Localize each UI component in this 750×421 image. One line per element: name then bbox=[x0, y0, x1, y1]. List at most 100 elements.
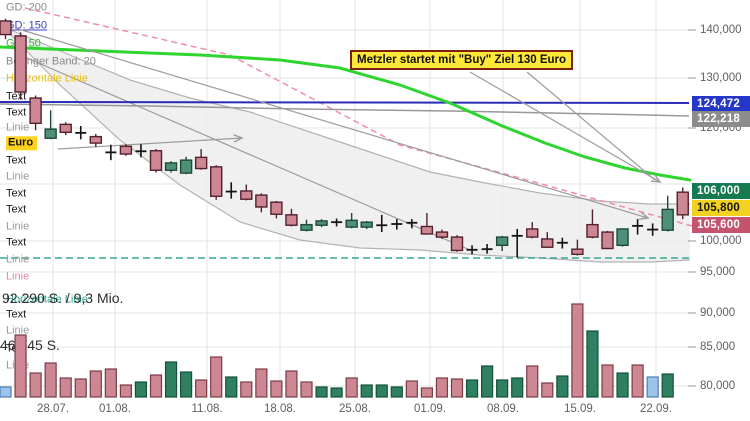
volume-bar[interactable] bbox=[511, 377, 524, 398]
candle[interactable] bbox=[571, 239, 584, 256]
candle[interactable] bbox=[331, 218, 343, 227]
candle[interactable] bbox=[89, 133, 103, 147]
candle[interactable] bbox=[616, 228, 629, 247]
volume-bar[interactable] bbox=[300, 381, 313, 398]
candle[interactable] bbox=[586, 209, 599, 239]
candle[interactable] bbox=[406, 219, 418, 229]
volume-bar[interactable] bbox=[270, 380, 283, 398]
candle[interactable] bbox=[466, 245, 478, 255]
arrowhead bbox=[650, 174, 662, 183]
volume-bar[interactable] bbox=[390, 386, 403, 398]
candle[interactable] bbox=[495, 235, 509, 252]
candle[interactable] bbox=[59, 122, 72, 135]
volume-bar[interactable] bbox=[29, 372, 42, 398]
volume-bar[interactable] bbox=[435, 377, 449, 398]
candle[interactable] bbox=[360, 220, 373, 229]
candle[interactable] bbox=[435, 229, 449, 239]
volume-bar[interactable] bbox=[360, 384, 373, 398]
candle[interactable] bbox=[29, 95, 42, 131]
candle[interactable] bbox=[481, 244, 493, 254]
volume-bar[interactable] bbox=[285, 370, 298, 398]
volume-bar[interactable] bbox=[164, 361, 178, 398]
pointer-line bbox=[526, 71, 656, 181]
volume-bar[interactable] bbox=[556, 375, 569, 398]
gd200-line bbox=[0, 103, 690, 117]
candle[interactable] bbox=[420, 213, 434, 235]
candle[interactable] bbox=[345, 213, 358, 229]
candle[interactable] bbox=[225, 182, 237, 199]
candle[interactable] bbox=[661, 195, 674, 232]
volume-bar[interactable] bbox=[255, 368, 268, 398]
volume-bar[interactable] bbox=[89, 370, 102, 398]
volume-bar[interactable] bbox=[104, 368, 117, 398]
candle[interactable] bbox=[376, 214, 388, 233]
candle[interactable] bbox=[149, 149, 163, 173]
volume-bar[interactable] bbox=[481, 365, 494, 398]
candle[interactable] bbox=[270, 201, 283, 219]
volume-bar[interactable] bbox=[541, 382, 554, 398]
volume-bar[interactable] bbox=[225, 376, 238, 398]
candle[interactable] bbox=[632, 219, 644, 235]
volume-bar[interactable] bbox=[149, 374, 163, 398]
volume-bar[interactable] bbox=[59, 377, 72, 398]
volume-bar[interactable] bbox=[526, 365, 539, 398]
candle[interactable] bbox=[164, 161, 178, 173]
candle[interactable] bbox=[179, 156, 193, 175]
volume-bar[interactable] bbox=[375, 384, 388, 398]
volume-bar[interactable] bbox=[345, 377, 358, 398]
volume-bar[interactable] bbox=[420, 387, 433, 398]
candle[interactable] bbox=[450, 235, 464, 252]
candle[interactable] bbox=[75, 125, 87, 140]
volume-bar[interactable] bbox=[134, 381, 148, 398]
candle[interactable] bbox=[119, 144, 133, 156]
volume-bar[interactable] bbox=[496, 379, 509, 398]
candle[interactable] bbox=[135, 144, 147, 158]
candle[interactable] bbox=[194, 149, 208, 170]
candle[interactable] bbox=[0, 18, 12, 40]
candle[interactable] bbox=[511, 228, 523, 258]
volume-bar[interactable] bbox=[631, 364, 644, 398]
volume-bar[interactable] bbox=[119, 384, 133, 398]
volume-bar[interactable] bbox=[14, 334, 27, 398]
candle[interactable] bbox=[315, 219, 328, 228]
candle[interactable] bbox=[647, 223, 659, 236]
candle[interactable] bbox=[601, 230, 614, 250]
candle[interactable] bbox=[209, 165, 223, 200]
pink-dashed-trendline bbox=[24, 7, 693, 227]
candle[interactable] bbox=[526, 222, 539, 239]
volume-bar[interactable] bbox=[616, 372, 629, 398]
volume-bar[interactable] bbox=[571, 303, 584, 398]
volume-bar[interactable] bbox=[74, 378, 87, 398]
volume-bar[interactable] bbox=[315, 386, 328, 398]
volume-bar[interactable] bbox=[180, 371, 193, 398]
volume-bar[interactable] bbox=[661, 373, 674, 398]
volume-bar[interactable] bbox=[465, 379, 479, 398]
candle[interactable] bbox=[44, 110, 57, 140]
candle[interactable] bbox=[14, 32, 27, 100]
candle[interactable] bbox=[300, 219, 313, 232]
volume-bar[interactable] bbox=[210, 356, 223, 398]
volume-bar[interactable] bbox=[646, 376, 659, 398]
candle[interactable] bbox=[255, 193, 268, 213]
arrowhead bbox=[233, 134, 244, 143]
pointer-line bbox=[14, 27, 649, 219]
candle[interactable] bbox=[541, 232, 554, 248]
volume-bar[interactable] bbox=[405, 380, 418, 398]
volume-bar[interactable] bbox=[450, 378, 464, 398]
candle[interactable] bbox=[240, 184, 253, 201]
candle[interactable] bbox=[556, 237, 568, 249]
volume-bar[interactable] bbox=[330, 387, 343, 398]
volume-bar[interactable] bbox=[601, 364, 614, 398]
volume-bar[interactable] bbox=[195, 379, 208, 398]
pointer-line bbox=[469, 71, 661, 183]
candle[interactable] bbox=[105, 144, 117, 161]
volume-bar[interactable] bbox=[240, 381, 253, 398]
volume-bar[interactable] bbox=[586, 330, 599, 398]
candle[interactable] bbox=[391, 219, 403, 230]
candle[interactable] bbox=[285, 208, 298, 227]
volume-bar[interactable] bbox=[44, 362, 57, 398]
analyst-annotation: Metzler startet mit "Buy" Ziel 130 Euro bbox=[350, 50, 574, 70]
volume-bar[interactable] bbox=[0, 386, 12, 398]
candle[interactable] bbox=[676, 187, 689, 220]
